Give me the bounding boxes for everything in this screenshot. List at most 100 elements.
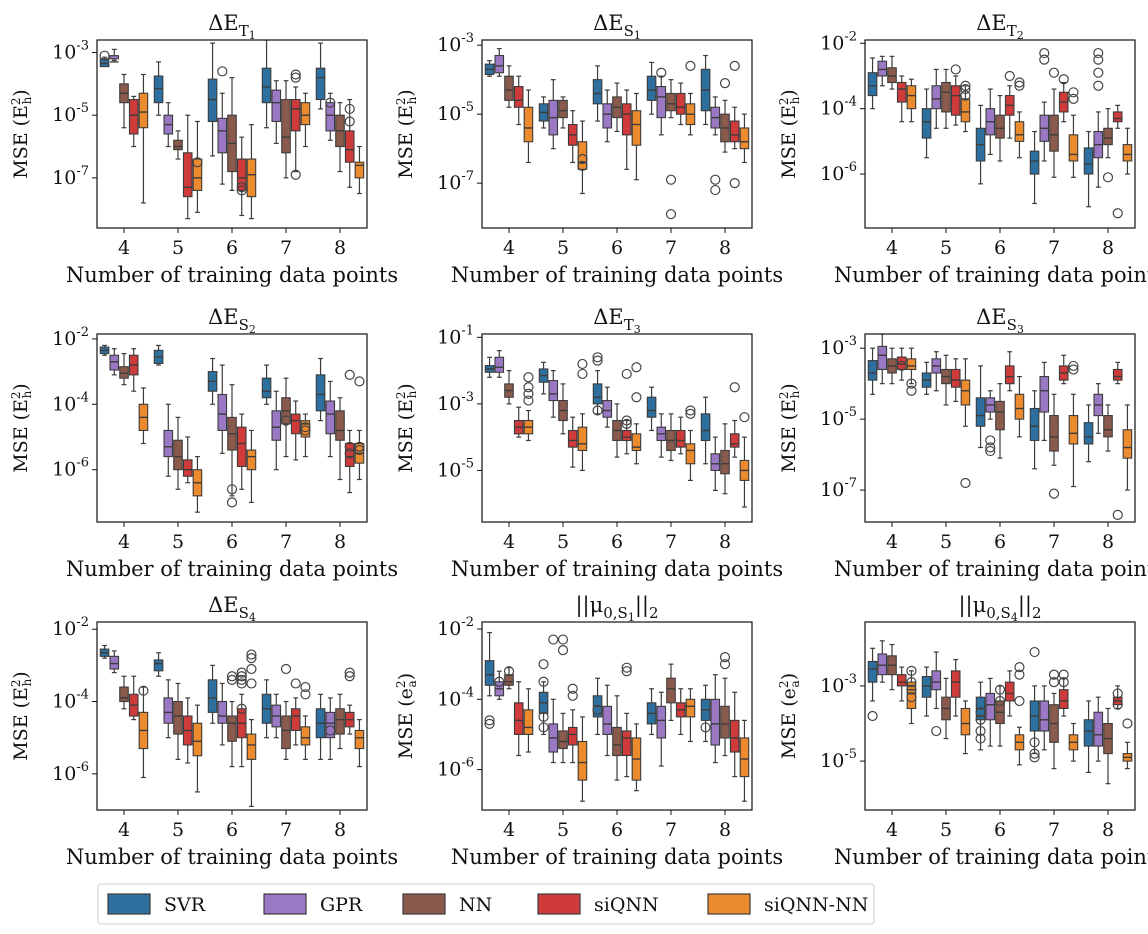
box [646,75,657,101]
box [246,733,257,760]
y-tick-label: 10-4 [437,685,474,710]
box [710,698,721,746]
box [739,737,750,778]
outlier [1112,509,1123,521]
outlier [344,667,355,678]
panel-title: ΔES4 [208,593,256,624]
box-group [315,667,365,768]
y-tick-label: 10-1 [437,323,474,348]
x-tick-label: 7 [280,819,292,841]
box [729,120,740,143]
box [877,653,888,676]
x-tick-label: 7 [280,531,292,553]
box [577,141,588,170]
box [558,99,568,119]
outlier [729,60,740,71]
box [921,108,932,139]
outlier [975,714,986,725]
box [484,660,495,686]
y-axis-label: MSE (E2h) [394,383,419,472]
legend-label: siQNN-NN [764,894,868,916]
box [602,705,613,735]
outlier [960,90,971,101]
box [1093,711,1104,747]
box [354,161,365,179]
outlier [344,103,355,115]
box [281,715,291,750]
box [192,722,203,757]
box [523,106,534,143]
box-group [646,663,696,767]
outlier [538,659,549,670]
x-tick-label: 5 [557,531,569,553]
box [621,103,632,136]
legend: SVR GPR NN siQNN siQNN-NN [97,883,875,925]
outlier [685,408,696,419]
outlier [719,78,731,89]
outlier [621,368,632,380]
box [153,75,164,104]
box-group [592,65,642,181]
box [710,453,721,471]
outlier [538,676,549,687]
outlier [994,695,1006,707]
outlier [1058,74,1069,85]
legend-item-siqnn: siQNN [537,893,659,916]
box [577,740,588,781]
outlier [729,382,740,393]
panel-title: ΔES1 [593,11,641,42]
panel-title: ||μ0,S4||2 [958,593,1041,624]
box-group [207,357,257,508]
box [896,81,907,103]
outlier [906,677,917,688]
y-tick-label: 10-3 [437,390,474,415]
y-tick-label: 10-2 [820,29,857,54]
legend-label: GPR [320,894,363,916]
x-tick-label: 6 [994,531,1006,553]
y-tick-label: 10-5 [820,747,857,772]
y-tick-label: 10-5 [437,100,474,125]
box-group [975,662,1025,766]
box [567,726,578,746]
outlier [621,666,632,677]
box-group [867,640,917,725]
x-tick-label: 4 [503,531,515,553]
box [325,400,336,435]
x-tick-label: 8 [334,237,346,259]
box [887,67,897,84]
plot-frame [96,39,368,229]
outlier [710,174,721,185]
outlier [300,425,311,436]
box [1029,407,1040,441]
box-group [484,631,534,757]
x-axis-label: Number of training data points [834,263,1148,287]
panel-7: ΔES4 MSE (E2h) 10-2 10-4 10-6 4 5 6 7 8 Number of … [9,593,398,869]
box [631,433,642,452]
box [1122,144,1133,162]
box [675,92,686,115]
y-tick-label: 10-6 [437,756,474,781]
box [271,89,282,123]
box [1029,150,1040,175]
outlier [931,725,942,737]
outlier [665,209,677,220]
box [261,377,272,399]
panel-1: ΔET1 MSE (E2h) 10-3 10-5 10-7 4 5 6 7 8 Number of … [9,11,398,287]
box [315,67,326,101]
outlier [1014,669,1025,680]
box [1004,365,1015,385]
box [138,92,149,129]
box [128,98,139,135]
x-tick-label: 6 [611,819,623,841]
box [1014,393,1025,420]
legend-item-nn: NN [402,893,492,916]
box [720,449,730,475]
outlier [1093,80,1104,91]
box-group [484,350,534,442]
box [246,449,257,471]
box [646,396,657,418]
outlier [484,715,495,726]
outlier [226,674,238,685]
outlier [1048,488,1060,499]
